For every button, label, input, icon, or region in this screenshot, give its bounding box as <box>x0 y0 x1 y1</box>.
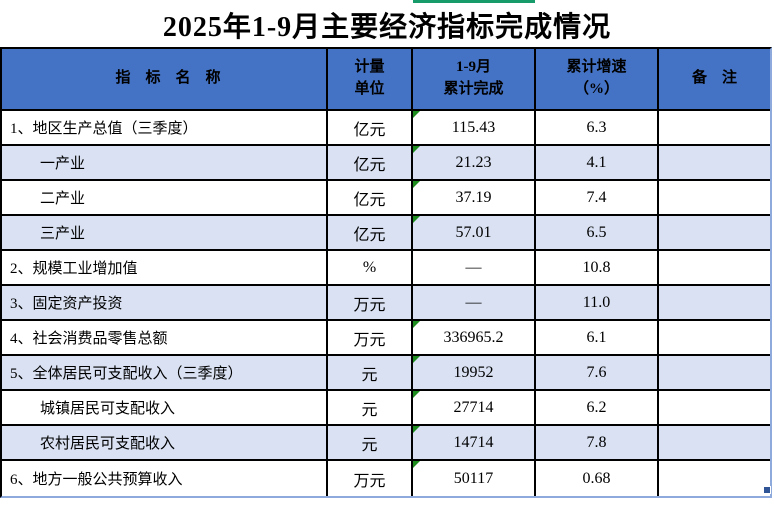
table-row: 二产业 亿元 37.19 7.4 <box>2 181 770 216</box>
unit-cell[interactable]: 元 <box>328 391 413 424</box>
header-indicator-name[interactable]: 指 标 名 称 <box>2 49 328 109</box>
remarks-cell[interactable] <box>659 461 770 496</box>
table-row: 6、地方一般公共预算收入 万元 50117 0.68 <box>2 461 770 496</box>
value-cell[interactable]: — <box>413 251 536 284</box>
remarks-cell[interactable] <box>659 356 770 389</box>
indicator-name-cell[interactable]: 一产业 <box>2 146 328 179</box>
unit-cell[interactable]: 万元 <box>328 321 413 354</box>
remarks-cell[interactable] <box>659 216 770 249</box>
header-remarks[interactable]: 备 注 <box>691 70 737 87</box>
table-row: 4、社会消费品零售总额 万元 336965.2 6.1 <box>2 321 770 356</box>
table-row: 3、固定资产投资 万元 — 11.0 <box>2 286 770 321</box>
remarks-cell[interactable] <box>659 426 770 459</box>
table-row: 三产业 亿元 57.01 6.5 <box>2 216 770 251</box>
indicator-name-cell[interactable]: 6、地方一般公共预算收入 <box>2 461 328 496</box>
unit-cell[interactable]: 万元 <box>328 461 413 496</box>
unit-cell[interactable]: 亿元 <box>328 146 413 179</box>
page-title: 2025年1-9月主要经济指标完成情况 <box>162 12 612 43</box>
header-growth-rate[interactable]: 累计增速 （%） <box>536 49 659 109</box>
indicator-name-cell[interactable]: 二产业 <box>2 181 328 214</box>
remarks-cell[interactable] <box>659 111 770 144</box>
remarks-cell[interactable] <box>659 251 770 284</box>
unit-cell[interactable]: 亿元 <box>328 216 413 249</box>
header-cumulative[interactable]: 1-9月 累计完成 <box>413 49 536 109</box>
remarks-cell[interactable] <box>659 321 770 354</box>
indicator-name-cell[interactable]: 5、全体居民可支配收入（三季度） <box>2 356 328 389</box>
growth-cell[interactable]: 7.8 <box>536 426 659 459</box>
table-row: 城镇居民可支配收入 元 27714 6.2 <box>2 391 770 426</box>
value-cell[interactable]: 50117 <box>413 461 536 496</box>
remarks-cell[interactable] <box>659 181 770 214</box>
table-row: 5、全体居民可支配收入（三季度） 元 19952 7.6 <box>2 356 770 391</box>
unit-cell[interactable]: 亿元 <box>328 181 413 214</box>
selection-fill-handle-icon[interactable] <box>763 486 771 494</box>
table-row: 农村居民可支配收入 元 14714 7.8 <box>2 426 770 461</box>
unit-cell[interactable]: 元 <box>328 426 413 459</box>
indicator-name-cell[interactable]: 4、社会消费品零售总额 <box>2 321 328 354</box>
growth-cell[interactable]: 6.5 <box>536 216 659 249</box>
table-header-row: 指 标 名 称 计量 单位 1-9月 累计完成 累计增速 （%） 备 注 <box>2 49 770 111</box>
indicator-name-cell[interactable]: 农村居民可支配收入 <box>2 426 328 459</box>
indicator-name-cell[interactable]: 城镇居民可支配收入 <box>2 391 328 424</box>
indicator-name-cell[interactable]: 三产业 <box>2 216 328 249</box>
growth-cell[interactable]: 4.1 <box>536 146 659 179</box>
value-cell[interactable]: 14714 <box>413 426 536 459</box>
value-cell[interactable]: 115.43 <box>413 111 536 144</box>
unit-cell[interactable]: 亿元 <box>328 111 413 144</box>
indicator-name-cell[interactable]: 1、地区生产总值（三季度） <box>2 111 328 144</box>
unit-cell[interactable]: 万元 <box>328 286 413 319</box>
value-cell[interactable]: 21.23 <box>413 146 536 179</box>
growth-cell[interactable]: 7.4 <box>536 181 659 214</box>
unit-cell[interactable]: % <box>328 251 413 284</box>
indicator-name-cell[interactable]: 2、规模工业增加值 <box>2 251 328 284</box>
indicator-name-cell[interactable]: 3、固定资产投资 <box>2 286 328 319</box>
remarks-cell[interactable] <box>659 391 770 424</box>
growth-cell[interactable]: 7.6 <box>536 356 659 389</box>
growth-cell[interactable]: 6.3 <box>536 111 659 144</box>
table-row: 1、地区生产总值（三季度） 亿元 115.43 6.3 <box>2 111 770 146</box>
table-row: 2、规模工业增加值 % — 10.8 <box>2 251 770 286</box>
growth-cell[interactable]: 10.8 <box>536 251 659 284</box>
growth-cell[interactable]: 11.0 <box>536 286 659 319</box>
table-row: 一产业 亿元 21.23 4.1 <box>2 146 770 181</box>
remarks-cell[interactable] <box>659 286 770 319</box>
unit-cell[interactable]: 元 <box>328 356 413 389</box>
value-cell[interactable]: 57.01 <box>413 216 536 249</box>
value-cell[interactable]: 37.19 <box>413 181 536 214</box>
growth-cell[interactable]: 6.1 <box>536 321 659 354</box>
indicators-table: 指 标 名 称 计量 单位 1-9月 累计完成 累计增速 （%） 备 注 1、地… <box>0 47 772 498</box>
column-selection-highlight <box>413 0 535 3</box>
growth-cell[interactable]: 0.68 <box>536 461 659 496</box>
value-cell[interactable]: 336965.2 <box>413 321 536 354</box>
growth-cell[interactable]: 6.2 <box>536 391 659 424</box>
value-cell[interactable]: 19952 <box>413 356 536 389</box>
remarks-cell[interactable] <box>659 146 770 179</box>
value-cell[interactable]: — <box>413 286 536 319</box>
header-unit[interactable]: 计量 单位 <box>328 49 413 109</box>
value-cell[interactable]: 27714 <box>413 391 536 424</box>
